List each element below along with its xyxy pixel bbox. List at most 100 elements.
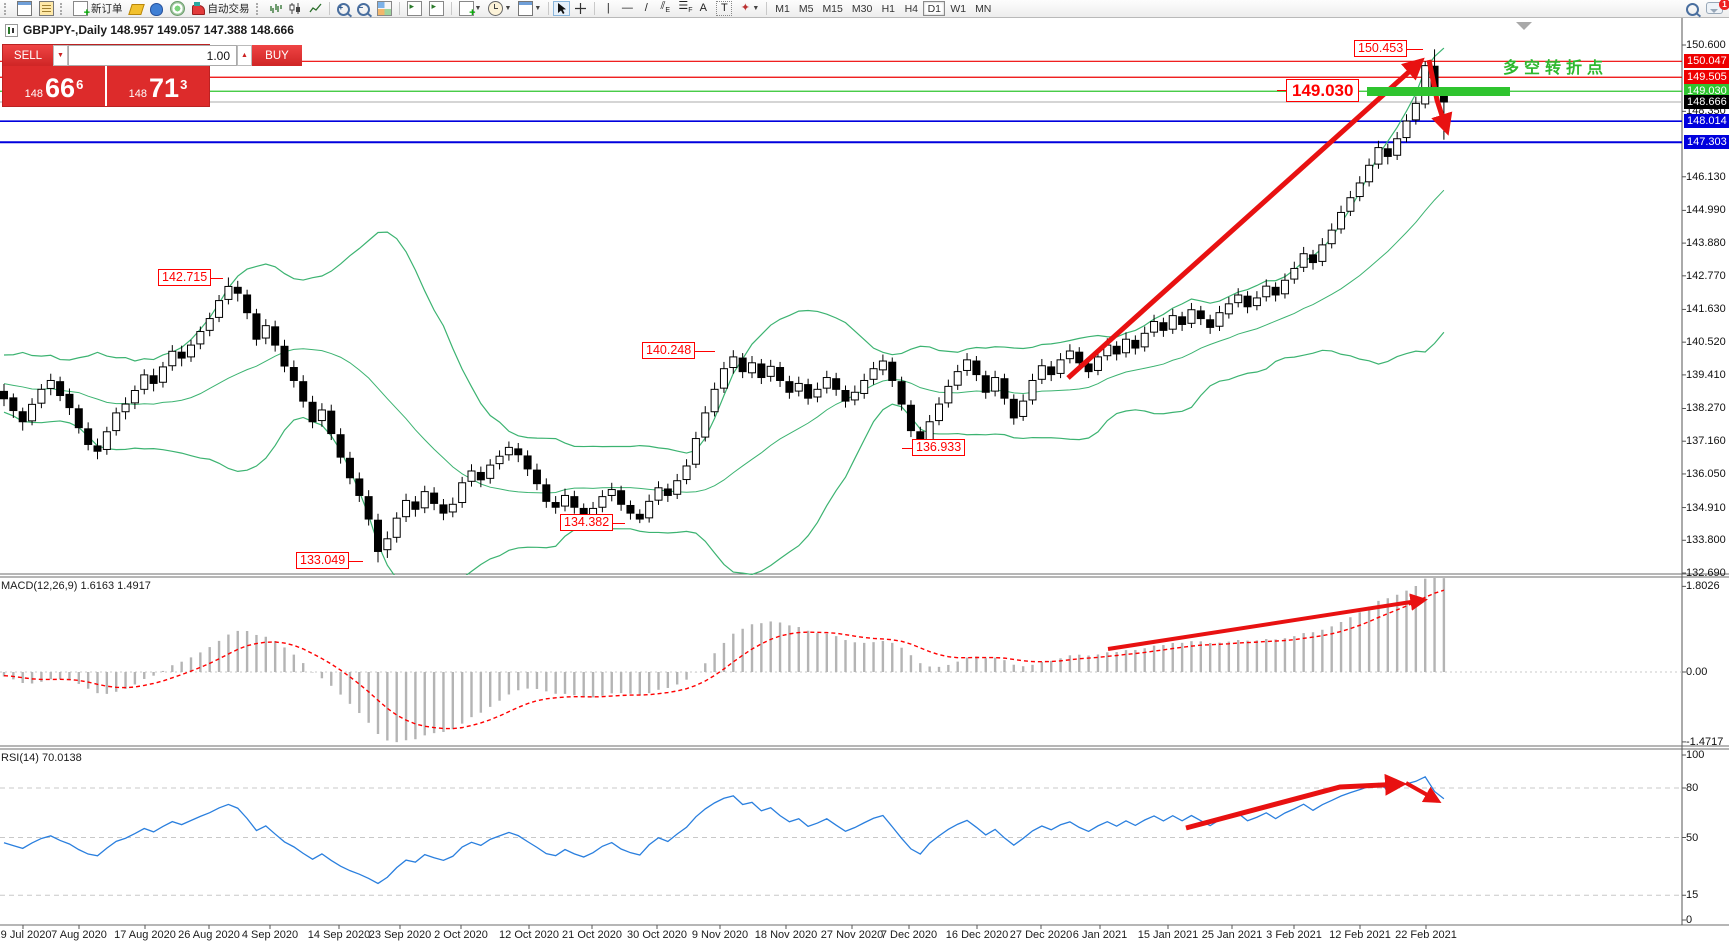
trend-arrow[interactable]	[1185, 773, 1407, 831]
notification-badge: 1	[1719, 0, 1729, 10]
toolbar-separator	[328, 2, 330, 15]
indicators-button[interactable]: ▼	[456, 1, 485, 19]
zoom-out-button[interactable]: −	[354, 1, 373, 16]
volume-increase-button[interactable]: ▲	[237, 45, 252, 66]
time-axis-label: 22 Feb 2021	[1395, 929, 1457, 941]
fibonacci-button[interactable]: ☰F	[675, 0, 693, 16]
sell-price[interactable]: 148 66 6	[3, 66, 105, 106]
volume-input[interactable]	[68, 45, 237, 66]
timeframe-h1[interactable]: H1	[877, 1, 899, 16]
search-button[interactable]	[1683, 1, 1702, 16]
timeframe-m1[interactable]: M1	[771, 1, 794, 16]
timeframe-m30[interactable]: M30	[848, 1, 876, 16]
strategy-tester-button[interactable]	[147, 1, 166, 16]
signals-button[interactable]	[167, 1, 188, 16]
templates-button[interactable]: ▼	[515, 1, 544, 16]
time-axis-label: 9 Nov 2020	[691, 929, 749, 941]
price-tick: 143.880	[1686, 237, 1726, 250]
toolbar-grip	[60, 2, 67, 15]
autotrading-button[interactable]: 自动交易	[189, 1, 253, 16]
macd-axis-label: -1.4717	[1686, 735, 1724, 748]
vertical-line-button[interactable]: |	[599, 1, 617, 16]
price-tick: 133.800	[1686, 534, 1726, 547]
time-axis-label: 21 Oct 2020	[562, 929, 622, 941]
toolbar-grip[interactable]	[4, 2, 11, 15]
strategy-tester-icon	[149, 2, 163, 16]
trend-arrow[interactable]	[1107, 593, 1428, 651]
callout-pointer-line	[211, 277, 223, 279]
trend-arrow[interactable]	[1426, 59, 1453, 136]
text-button[interactable]: A	[694, 1, 712, 16]
timeframe-m5[interactable]: M5	[795, 1, 818, 16]
price-tick: 146.130	[1686, 170, 1726, 183]
profiles-icon	[39, 1, 54, 16]
rsi-axis-label: 0	[1686, 914, 1693, 926]
pivot-zone-bar	[1367, 86, 1510, 96]
crosshair-button[interactable]	[571, 1, 590, 16]
zoom-in-button[interactable]: +	[334, 1, 353, 16]
trend-arrow[interactable]	[1405, 781, 1442, 803]
price-tick: 132.690	[1686, 566, 1726, 579]
timeframe-m15[interactable]: M15	[818, 1, 846, 16]
time-axis-label: 15 Jan 2021	[1137, 929, 1199, 941]
callout-pointer-line	[902, 447, 912, 449]
new-order-button[interactable]: 新订单	[70, 1, 126, 19]
metaeditor-button[interactable]	[127, 1, 146, 16]
periods-button[interactable]: ▼	[485, 1, 514, 16]
chat-button[interactable]: 1	[1703, 0, 1729, 16]
price-tick: 136.050	[1686, 467, 1726, 480]
line-chart-icon	[308, 3, 321, 13]
tile-windows-button[interactable]	[374, 1, 395, 16]
signals-icon	[169, 1, 185, 16]
text-label-button[interactable]: T	[713, 1, 735, 16]
chart-title: GBPJPY-,Daily 148.957 149.057 147.388 14…	[5, 23, 294, 37]
chart-shift-marker[interactable]	[1516, 22, 1532, 30]
price-tag: 148.014	[1684, 114, 1729, 129]
timeframe-h4[interactable]: H4	[900, 1, 922, 16]
text-icon: A	[699, 2, 707, 14]
line-chart-button[interactable]	[306, 1, 325, 16]
new-chart-button[interactable]	[14, 1, 35, 16]
macd-axis-label: 0.00	[1686, 666, 1708, 678]
price-tag: 150.047	[1684, 54, 1729, 69]
rsi-axis-label: 15	[1686, 889, 1699, 902]
timeframe-w1[interactable]: W1	[946, 1, 970, 16]
timeframe-d1[interactable]: D1	[923, 1, 946, 16]
time-axis-label: 12 Feb 2021	[1329, 929, 1391, 941]
candlestick-chart-button[interactable]	[286, 1, 305, 16]
trendline-button[interactable]: /	[637, 1, 655, 16]
trend-arrow[interactable]	[1066, 57, 1425, 380]
buy-price[interactable]: 148 71 3	[107, 66, 209, 106]
time-axis-label: 29 Jul 2020	[0, 929, 52, 941]
rsi-axis-label: 50	[1686, 831, 1699, 844]
buy-button[interactable]: BUY	[252, 45, 302, 66]
toolbar-separator	[594, 2, 596, 15]
cursor-button[interactable]	[553, 1, 571, 16]
callout-pointer-line	[613, 522, 625, 524]
time-axis-label: 23 Sep 2020	[368, 929, 432, 941]
horizontal-line-button[interactable]: —	[618, 1, 636, 16]
sell-price-prefix: 148	[24, 88, 44, 100]
bar-chart-button[interactable]	[266, 1, 285, 16]
price-callout: 150.453	[1354, 40, 1408, 57]
chevron-down-icon: ▼	[504, 5, 512, 12]
callout-pointer-line	[1277, 90, 1286, 91]
horizontal-line-icon: —	[621, 2, 633, 14]
toolbar-separator	[398, 2, 400, 15]
auto-scroll-button[interactable]	[404, 1, 425, 16]
volume-decrease-button[interactable]: ▼	[53, 45, 68, 66]
timeframe-mn[interactable]: MN	[971, 1, 995, 16]
time-axis-label: 3 Feb 2021	[1266, 929, 1322, 941]
arrows-tool-button[interactable]: ✦ ▼	[736, 1, 762, 16]
price-tick: 144.990	[1686, 204, 1726, 217]
arrows-tool-icon: ✦	[740, 2, 750, 14]
rsi-axis-label: 100	[1686, 749, 1705, 761]
templates-icon	[518, 1, 534, 16]
search-icon	[1686, 2, 1699, 16]
profiles-button[interactable]	[36, 1, 57, 16]
new-order-icon	[73, 1, 90, 19]
sell-button[interactable]: SELL	[3, 45, 53, 66]
equidistant-channel-button[interactable]: ⫽E	[656, 0, 674, 16]
chart-shift-button[interactable]	[426, 1, 447, 16]
